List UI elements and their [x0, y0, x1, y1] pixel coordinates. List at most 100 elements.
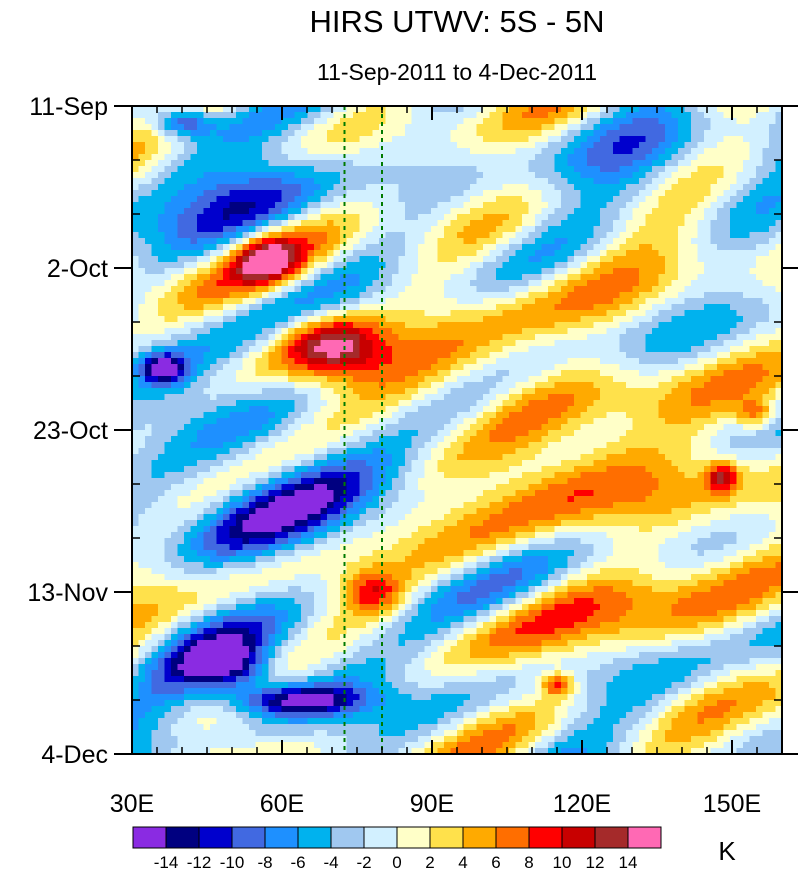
heatmap-cell	[548, 130, 556, 137]
heatmap-cell	[593, 190, 601, 197]
heatmap-cell	[229, 364, 237, 371]
heatmap-cell	[151, 364, 159, 371]
heatmap-cell	[210, 370, 218, 377]
heatmap-cell	[437, 340, 445, 347]
heatmap-cell	[418, 202, 426, 209]
heatmap-cell	[437, 238, 445, 245]
heatmap-cell	[541, 160, 549, 167]
heatmap-cell	[775, 316, 782, 323]
heatmap-cell	[262, 118, 270, 125]
heatmap-cell	[769, 136, 777, 143]
heatmap-cell	[262, 328, 270, 335]
heatmap-cell	[320, 340, 328, 347]
heatmap-cell	[470, 112, 478, 119]
heatmap-cell	[190, 190, 198, 197]
heatmap-cell	[314, 136, 322, 143]
heatmap-cell	[262, 274, 270, 281]
heatmap-cell	[684, 118, 692, 125]
heatmap-cell	[463, 322, 471, 329]
heatmap-cell	[502, 400, 510, 407]
heatmap-cell	[164, 106, 172, 113]
heatmap-cell	[645, 244, 653, 251]
heatmap-cell	[483, 394, 491, 401]
heatmap-cell	[353, 304, 361, 311]
heatmap-cell	[463, 256, 471, 263]
heatmap-cell	[164, 316, 172, 323]
heatmap-cell	[294, 364, 302, 371]
heatmap-cell	[197, 358, 205, 365]
heatmap-cell	[431, 106, 439, 113]
heatmap-cell	[665, 136, 673, 143]
heatmap-cell	[749, 118, 757, 125]
heatmap-cell	[333, 184, 341, 191]
heatmap-cell	[223, 184, 231, 191]
heatmap-cell	[645, 136, 653, 143]
heatmap-cell	[223, 112, 231, 119]
heatmap-cell	[626, 226, 634, 233]
heatmap-cell	[138, 244, 146, 251]
heatmap-cell	[398, 352, 406, 359]
heatmap-cell	[418, 394, 426, 401]
heatmap-cell	[632, 352, 640, 359]
heatmap-cell	[509, 364, 517, 371]
heatmap-cell	[593, 328, 601, 335]
heatmap-cell	[314, 280, 322, 287]
heatmap-cell	[619, 280, 627, 287]
heatmap-cell	[229, 220, 237, 227]
heatmap-cell	[236, 394, 244, 401]
heatmap-cell	[418, 388, 426, 395]
heatmap-cell	[197, 400, 205, 407]
heatmap-cell	[405, 190, 413, 197]
heatmap-cell	[411, 388, 419, 395]
heatmap-cell	[613, 118, 621, 125]
heatmap-cell	[632, 148, 640, 155]
heatmap-cell	[717, 166, 725, 173]
heatmap-cell	[320, 274, 328, 281]
heatmap-cell	[522, 208, 530, 215]
heatmap-cell	[268, 196, 276, 203]
heatmap-cell	[775, 214, 782, 221]
heatmap-cell	[372, 214, 380, 221]
heatmap-cell	[730, 358, 738, 365]
heatmap-cell	[229, 328, 237, 335]
heatmap-cell	[353, 148, 361, 155]
heatmap-cell	[606, 292, 614, 299]
heatmap-cell	[132, 154, 140, 161]
heatmap-cell	[639, 250, 647, 257]
heatmap-cell	[216, 220, 224, 227]
heatmap-cell	[684, 232, 692, 239]
heatmap-cell	[177, 142, 185, 149]
heatmap-cell	[665, 340, 673, 347]
heatmap-cell	[613, 238, 621, 245]
heatmap-cell	[489, 400, 497, 407]
heatmap-cell	[489, 268, 497, 275]
heatmap-cell	[736, 376, 744, 383]
heatmap-cell	[216, 250, 224, 257]
heatmap-cell	[177, 184, 185, 191]
heatmap-cell	[444, 220, 452, 227]
heatmap-cell	[249, 346, 257, 353]
heatmap-cell	[600, 370, 608, 377]
heatmap-cell	[184, 178, 192, 185]
heatmap-cell	[749, 130, 757, 137]
heatmap-cell	[184, 190, 192, 197]
heatmap-cell	[515, 118, 523, 125]
heatmap-cell	[268, 124, 276, 131]
heatmap-cell	[203, 238, 211, 245]
heatmap-cell	[561, 190, 569, 197]
heatmap-cell	[431, 196, 439, 203]
heatmap-cell	[301, 148, 309, 155]
heatmap-cell	[288, 322, 296, 329]
heatmap-cell	[606, 172, 614, 179]
heatmap-cell	[574, 340, 582, 347]
heatmap-cell	[723, 142, 731, 149]
heatmap-cell	[463, 172, 471, 179]
heatmap-cell	[229, 352, 237, 359]
heatmap-cell	[535, 370, 543, 377]
heatmap-cell	[749, 328, 757, 335]
heatmap-cell	[639, 166, 647, 173]
heatmap-cell	[398, 340, 406, 347]
heatmap-cell	[710, 232, 718, 239]
heatmap-cell	[684, 256, 692, 263]
heatmap-cell	[502, 346, 510, 353]
